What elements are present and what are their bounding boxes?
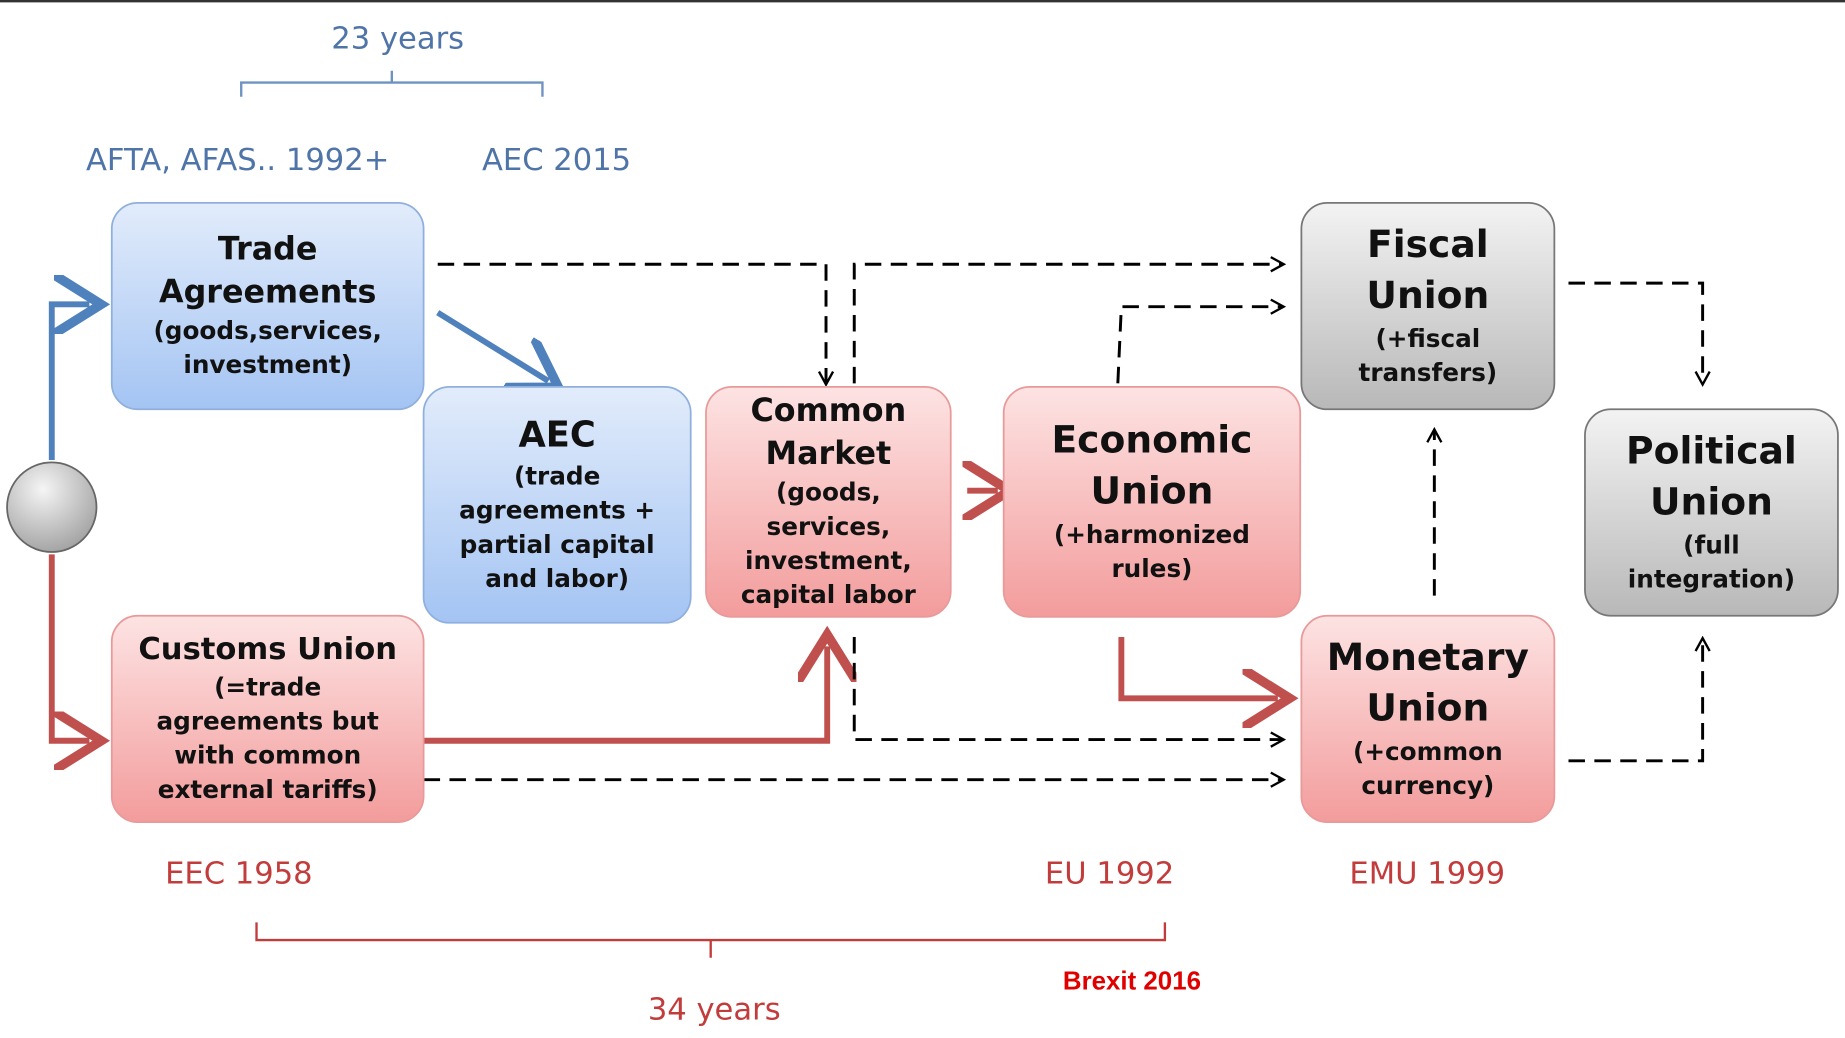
node-box (1300, 614, 1556, 824)
red-arrow (423, 646, 828, 744)
node-box (1002, 386, 1302, 618)
node-box (110, 201, 425, 411)
node-detail: (full (1683, 530, 1740, 559)
node-detail: agreements but (157, 707, 380, 736)
node-detail: rules) (1111, 554, 1192, 583)
node-detail: transfers) (1359, 358, 1498, 387)
annotation: Brexit 2016 (1063, 967, 1201, 995)
blue-arrow (48, 304, 90, 461)
node-detail: (trade (514, 461, 600, 490)
node-detail: (goods,services, (153, 316, 381, 345)
node-title: Economic (1051, 418, 1252, 462)
annotation: EU 1992 (1045, 857, 1174, 892)
node-detail: partial capital (460, 530, 655, 559)
node-detail: (+common (1353, 737, 1503, 766)
node-box (1300, 201, 1556, 411)
annotation: AEC 2015 (482, 143, 631, 178)
node-title: Union (1366, 273, 1489, 317)
node-title: Union (1090, 469, 1213, 513)
node-box (1584, 408, 1839, 617)
node-box (705, 386, 952, 618)
node-detail: agreements + (459, 496, 655, 525)
node-detail: currency) (1361, 771, 1494, 800)
node-detail: services, (767, 512, 891, 541)
node-detail: and labor) (485, 564, 629, 593)
node-title: Trade (218, 230, 318, 267)
node-title: Market (766, 435, 892, 472)
annotation: 34 years (648, 992, 781, 1027)
node-detail: integration) (1628, 565, 1795, 594)
node-detail: investment, (745, 546, 912, 575)
node-title: Common (750, 392, 906, 429)
node-title: Union (1650, 479, 1773, 523)
dashed-arrow (437, 262, 826, 383)
dashed-arrow (852, 264, 1282, 384)
annotation: AFTA, AFAS.. 1992+ (86, 143, 389, 178)
nodes: TradeAgreements(goods,services,investmen… (110, 201, 1839, 824)
node-title: Monetary (1327, 635, 1529, 679)
arrows (48, 262, 1703, 779)
node-detail: (=trade (214, 672, 321, 701)
node-detail: external tariffs) (158, 775, 378, 804)
node-box (422, 386, 692, 624)
node-box (110, 614, 425, 824)
annotation: 23 years (331, 22, 464, 57)
node-title: Customs Union (138, 632, 397, 667)
node-title: Political (1626, 428, 1797, 472)
node-detail: (goods, (776, 478, 881, 507)
annotation: EMU 1999 (1349, 857, 1505, 892)
red-arrow (48, 554, 90, 740)
node-detail: (+fiscal (1375, 324, 1480, 353)
red-arrow (1118, 636, 1277, 698)
node-detail: investment) (183, 350, 352, 379)
node-detail: (+harmonized (1054, 520, 1250, 549)
dashed-arrow (1116, 307, 1283, 384)
origin-circle (6, 461, 98, 553)
node-title: Agreements (159, 273, 376, 310)
node-detail: with common (174, 741, 361, 770)
node-title: Union (1366, 686, 1489, 730)
blue-arrow (436, 310, 549, 381)
dashed-arrow (1568, 281, 1702, 383)
dashed-arrow (852, 636, 1282, 740)
annotation: EEC 1958 (165, 857, 313, 892)
node-detail: capital labor (741, 580, 917, 609)
node-title: Fiscal (1367, 222, 1489, 266)
bottom-brace (255, 922, 1167, 958)
node-title: AEC (518, 414, 595, 455)
top-brace (240, 70, 544, 97)
dashed-arrow (1568, 639, 1702, 763)
